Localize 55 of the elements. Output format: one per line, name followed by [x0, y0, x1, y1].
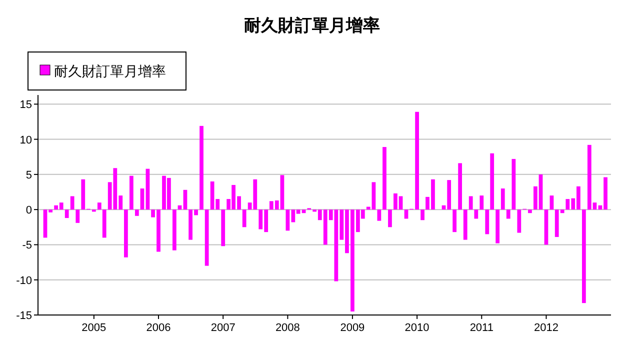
y-tick-label: 0 [26, 204, 32, 217]
bar [500, 188, 505, 210]
bar [172, 210, 176, 250]
bar [76, 210, 80, 223]
bar [490, 153, 494, 210]
bar [550, 196, 554, 210]
legend: 耐久財訂單月增率 [28, 52, 186, 90]
bar [517, 210, 522, 233]
x-tick-label: 2009 [340, 322, 365, 334]
bar [506, 210, 510, 219]
legend-label: 耐久財訂單月增率 [54, 63, 166, 79]
bar [382, 147, 386, 210]
bar [124, 210, 128, 258]
bar [97, 202, 102, 210]
bar [200, 126, 204, 210]
bar [140, 188, 144, 210]
bar [420, 210, 424, 220]
y-tick-label: 15 [20, 99, 32, 112]
bar [183, 190, 188, 210]
y-tick-label: -15 [16, 310, 32, 322]
bar [544, 210, 548, 245]
bar [463, 210, 468, 240]
bar [496, 210, 500, 244]
bar [102, 210, 106, 238]
chart-title: 耐久財訂單月增率 [244, 16, 380, 35]
x-tick-label: 2010 [404, 322, 430, 334]
bar [480, 196, 484, 210]
bar [582, 210, 586, 304]
bar [485, 210, 490, 234]
bar [134, 210, 139, 216]
bar [474, 210, 478, 219]
bar [377, 210, 382, 221]
bar [146, 168, 150, 210]
bar [129, 176, 134, 210]
y-tick-label: 10 [20, 134, 32, 146]
x-tick-label: 2011 [470, 322, 494, 334]
bar [221, 210, 226, 246]
bar [512, 158, 516, 210]
bar [452, 210, 457, 232]
bar [204, 210, 209, 266]
bar [468, 196, 473, 210]
y-tick-label: -5 [22, 240, 32, 252]
bar [70, 196, 74, 210]
y-tick-label: 5 [26, 169, 32, 182]
x-tick-label: 2007 [210, 322, 236, 334]
x-tick-label: 2006 [146, 322, 171, 334]
bar [64, 210, 69, 218]
y-tick-label: -10 [16, 274, 32, 287]
x-tick-label: 2005 [82, 322, 106, 334]
bar [458, 163, 462, 210]
bar [388, 210, 392, 228]
bar [528, 210, 532, 214]
bar [242, 210, 246, 228]
x-tick-label: 2008 [275, 322, 300, 334]
x-tick-label: 2012 [534, 322, 558, 334]
